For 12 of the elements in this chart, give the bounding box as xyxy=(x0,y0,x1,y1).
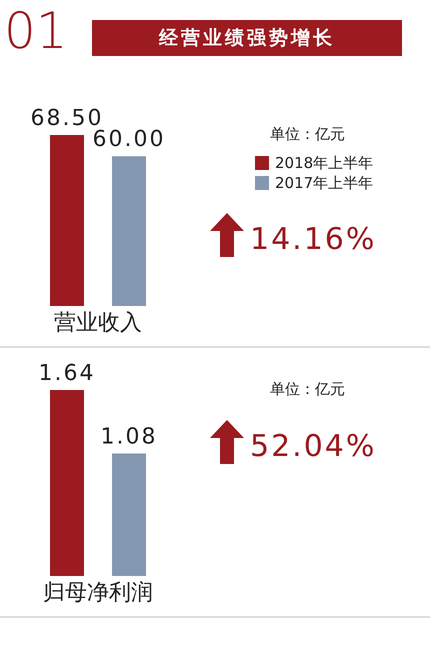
text: 单位：亿元 xyxy=(270,125,345,144)
data-label: 1.08 xyxy=(100,424,158,450)
data-label: 1.64 xyxy=(38,361,96,386)
text: 14.16% xyxy=(250,222,376,257)
text: 单位：亿元 xyxy=(270,380,345,399)
chart-subtitle: 01 xyxy=(4,2,68,60)
x-tick-label: 归母净利润 xyxy=(43,580,153,606)
x-tick-label: 营业收入 xyxy=(54,310,142,336)
text: 经营业绩强势增长 xyxy=(92,20,402,56)
text: 52.04% xyxy=(250,429,376,464)
legend-label: 2017年上半年 xyxy=(275,174,374,192)
legend-label: 2018年上半年 xyxy=(275,154,374,172)
